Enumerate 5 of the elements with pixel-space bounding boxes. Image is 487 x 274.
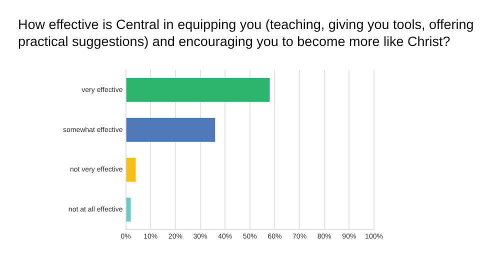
bar xyxy=(126,78,270,102)
bar xyxy=(126,158,136,182)
bar xyxy=(126,118,216,142)
chart-title: How effective is Central in equipping you (teaching, giving you tools, offering practical suggestions) and encouraging you to become more like Christ? xyxy=(18,16,475,50)
bar xyxy=(126,198,131,222)
